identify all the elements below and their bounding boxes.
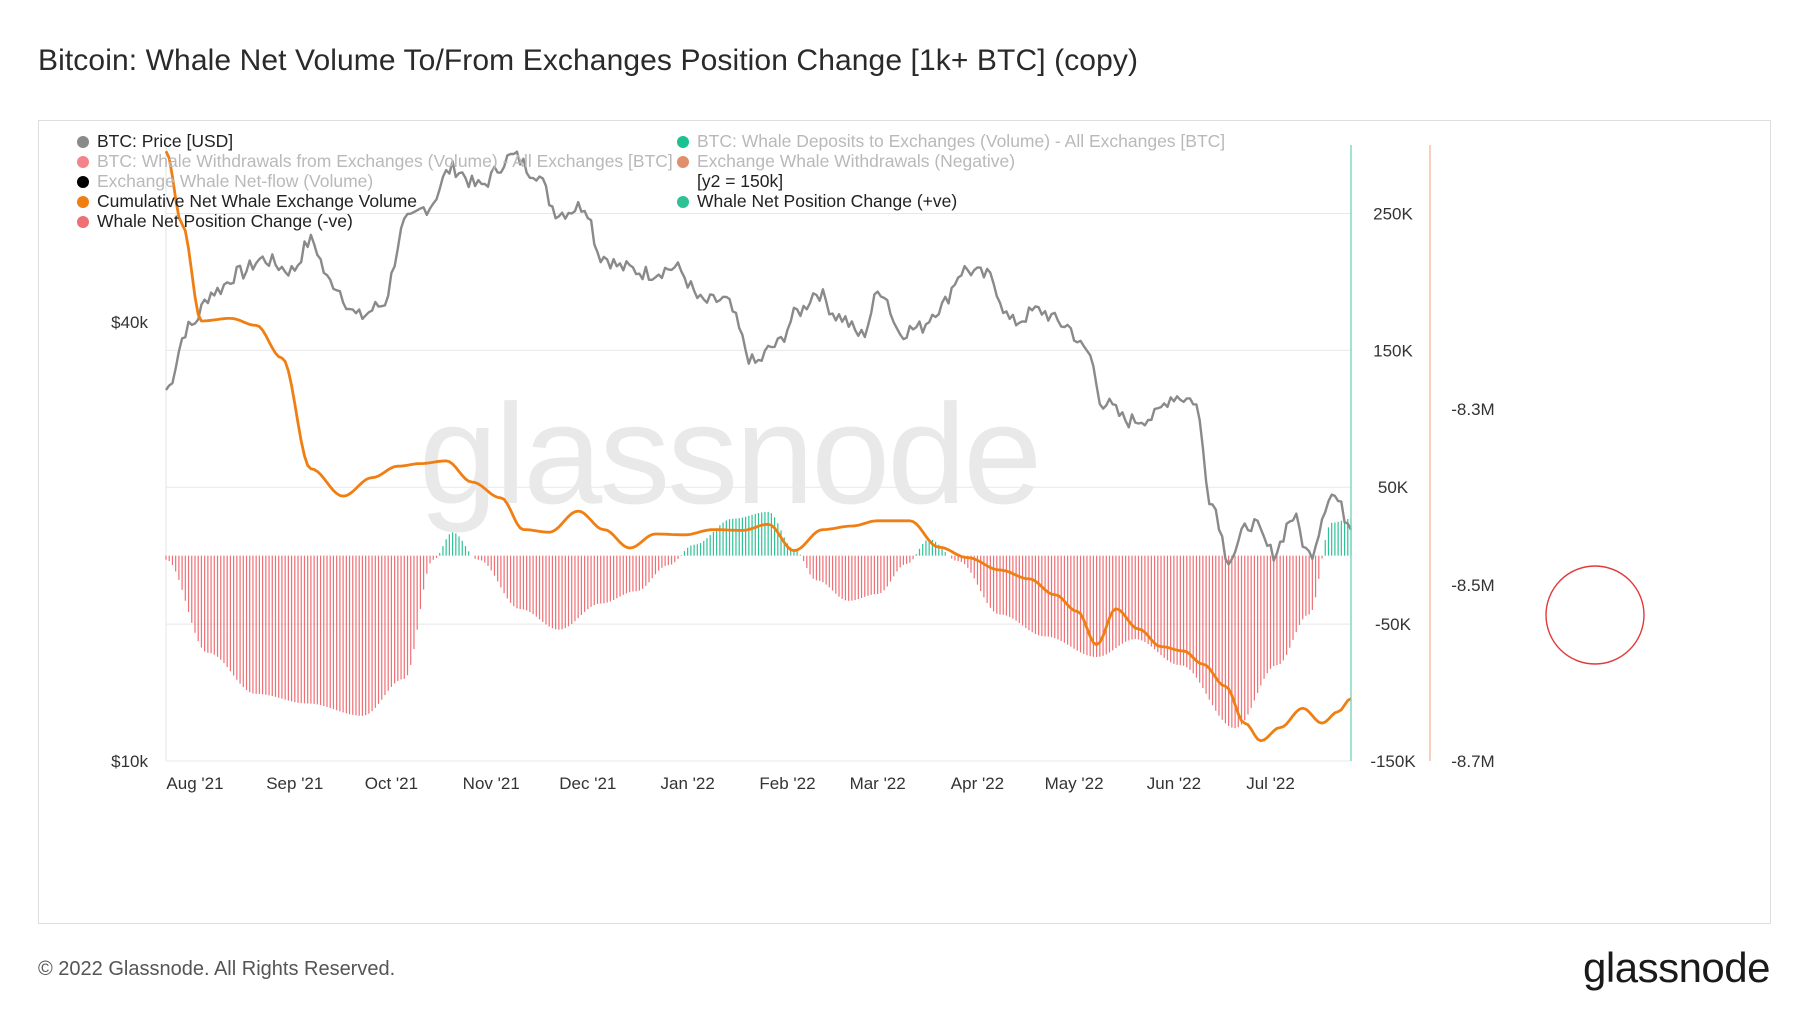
x-tick-label: Nov '21 — [463, 774, 520, 793]
legend-item-1[interactable]: BTC: Whale Deposits to Exchanges (Volume… — [677, 131, 1225, 152]
right2-tick-label: -8.5M — [1451, 576, 1494, 595]
watermark: glassnode — [419, 375, 1039, 534]
chart-title: Bitcoin: Whale Net Volume To/From Exchan… — [38, 44, 1139, 77]
x-tick-label: Apr '22 — [951, 774, 1004, 793]
legend-item-5[interactable]: [y2 = 150k] — [677, 171, 783, 192]
legend-dot — [77, 215, 89, 228]
x-tick-label: Jun '22 — [1147, 774, 1201, 793]
x-tick-label: Feb '22 — [759, 774, 815, 793]
legend-label: Exchange Whale Withdrawals (Negative) — [697, 151, 1016, 171]
right2-tick-label: -8.7M — [1451, 752, 1494, 771]
legend-item-8[interactable]: Whale Net Position Change (-ve) — [77, 211, 353, 232]
legend-dot — [677, 195, 689, 208]
legend-dot — [77, 135, 89, 148]
legend-dot — [77, 175, 89, 188]
legend-label: Exchange Whale Net-flow (Volume) — [97, 171, 374, 191]
highlight-circle — [1545, 565, 1645, 665]
x-tick-label: Oct '21 — [365, 774, 418, 793]
x-tick-label: Mar '22 — [850, 774, 906, 793]
chart-panel: glassnode Aug '21 Sep '21 Oct '21 Nov '21 De… — [38, 120, 1771, 924]
legend-label: BTC: Whale Deposits to Exchanges (Volume… — [697, 131, 1226, 151]
x-tick-label: Aug '21 — [166, 774, 223, 793]
legend-label: BTC: Whale Withdrawals from Exchanges (V… — [97, 151, 673, 171]
left-tick-label: $40k — [111, 313, 148, 332]
x-tick-label: Sep '21 — [266, 774, 323, 793]
legend-dot — [77, 195, 89, 208]
legend-item-2[interactable]: BTC: Whale Withdrawals from Exchanges (V… — [77, 151, 673, 172]
legend-label: BTC: Price [USD] — [97, 131, 234, 151]
left-tick-label: $10k — [111, 752, 148, 771]
right-tick-label: 150K — [1373, 341, 1413, 360]
legend-item-3[interactable]: Exchange Whale Withdrawals (Negative) — [677, 151, 1015, 172]
legend-label: [y2 = 150k] — [697, 171, 784, 191]
legend-label: Cumulative Net Whale Exchange Volume — [97, 191, 418, 211]
legend: BTC: Price [USD] BTC: Whale Deposits to E… — [39, 121, 1439, 251]
legend-label: Whale Net Position Change (+ve) — [697, 191, 958, 211]
right-tick-label: 250K — [1373, 204, 1413, 223]
cumulative-line — [164, 150, 1352, 743]
x-tick-label: Jul '22 — [1246, 774, 1295, 793]
right-tick-label: -150K — [1370, 752, 1416, 771]
legend-dot — [677, 135, 689, 148]
legend-dot — [677, 155, 689, 168]
chart-svg: glassnode Aug '21 Sep '21 Oct '21 Nov '21 De… — [111, 145, 1645, 793]
legend-item-6[interactable]: Cumulative Net Whale Exchange Volume — [77, 191, 417, 212]
x-tick-label: Jan '22 — [661, 774, 715, 793]
x-tick-label: May '22 — [1045, 774, 1104, 793]
legend-item-4[interactable]: Exchange Whale Net-flow (Volume) — [77, 171, 373, 192]
legend-item-0[interactable]: BTC: Price [USD] — [77, 131, 233, 152]
x-tick-label: Dec '21 — [559, 774, 616, 793]
legend-dot — [77, 155, 89, 168]
right-tick-label: -50K — [1375, 615, 1412, 634]
copyright-footer: © 2022 Glassnode. All Rights Reserved. — [38, 958, 396, 980]
glassnode-logo: glassnode — [1583, 944, 1770, 991]
price-line — [165, 150, 1353, 566]
legend-item-7[interactable]: Whale Net Position Change (+ve) — [677, 191, 957, 212]
right2-tick-label: -8.3M — [1451, 400, 1494, 419]
legend-label: Whale Net Position Change (-ve) — [97, 211, 353, 231]
right-tick-label: 50K — [1378, 478, 1409, 497]
